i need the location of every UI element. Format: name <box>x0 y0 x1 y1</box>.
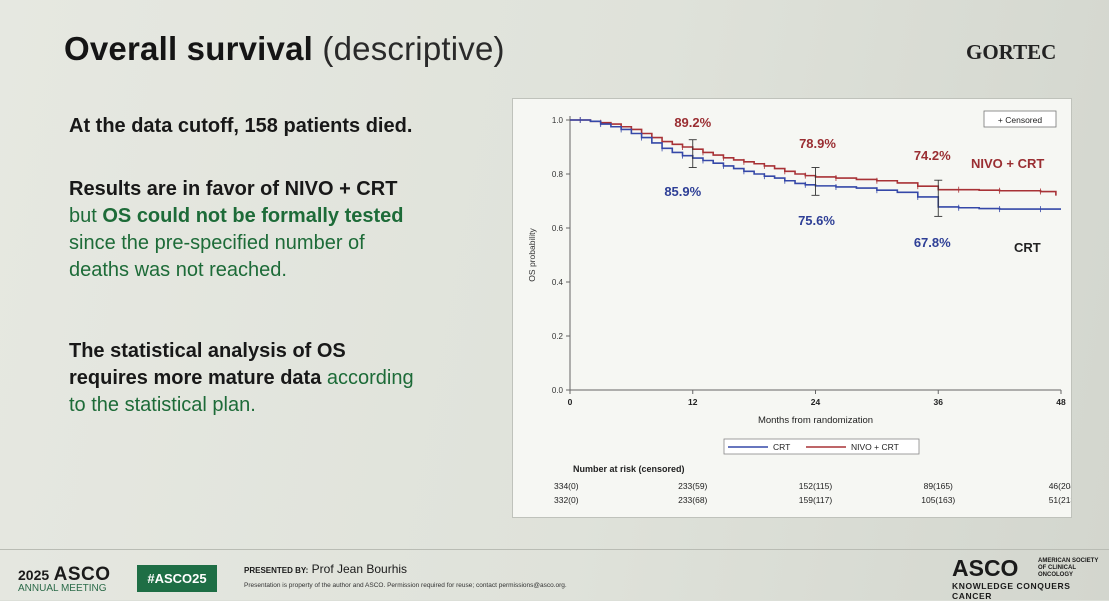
p2-line2b: OS could not be formally tested <box>102 205 404 227</box>
p2-line4: deaths was not reached. <box>69 259 287 281</box>
y-axis-label: OS probability <box>527 228 537 282</box>
risk-table-cell: 152(115) <box>799 481 833 491</box>
footer-year: 2025 <box>18 567 50 583</box>
risk-table-cell: 233(68) <box>678 495 707 505</box>
km-curve-nivo-crt <box>570 119 1057 196</box>
y-tick-label: 0.6 <box>552 224 564 233</box>
footer-divider <box>0 549 1109 550</box>
p2-line3: since the pre-specified number of <box>69 232 365 254</box>
line-1: At the data cutoff, 158 patients died. <box>69 115 413 137</box>
legend-label-nivo: NIVO + CRT <box>851 442 899 452</box>
asco-tagline: KNOWLEDGE CONQUERS CANCER <box>952 581 1071 601</box>
censored-legend-box <box>983 110 1057 128</box>
results-paragraph: Results are in favor of NIVO + CRT but O… <box>69 176 404 284</box>
risk-table-cell: 89(165) <box>924 481 953 491</box>
x-tick-label: 24 <box>811 397 821 407</box>
asco-society-logo: ASCO AMERICAN SOCIETY OF CLINICAL ONCOLO… <box>952 555 1109 601</box>
x-tick-label: 0 <box>568 397 573 407</box>
title-light: (descriptive) <box>322 30 505 67</box>
nivo-series-label: NIVO + CRT <box>971 156 1044 171</box>
x-tick-label: 12 <box>688 397 698 407</box>
hashtag-badge: #ASCO25 <box>137 565 217 592</box>
x-tick-label: 48 <box>1056 397 1066 407</box>
p2-bold: Results are in favor of NIVO + CRT <box>69 178 398 200</box>
legend-label-crt: CRT <box>773 442 790 452</box>
asco-right-text: ASCO <box>952 555 1019 581</box>
data-cutoff-text: At the data cutoff, 158 patients died. <box>69 113 412 140</box>
nivo-annotation: 78.9% <box>799 136 836 151</box>
nivo-annotation: 74.2% <box>914 148 951 163</box>
y-tick-label: 0.0 <box>552 386 564 395</box>
x-axis-label: Months from randomization <box>758 415 873 426</box>
risk-table-cell: 46(204) <box>1049 481 1071 491</box>
title-bold: Overall survival <box>64 30 314 67</box>
crt-annotation: 85.9% <box>664 184 701 199</box>
gortec-logo: GORTEC <box>966 40 1057 64</box>
asco-annual-meeting-logo: 2025 ASCO ANNUAL MEETING <box>18 564 111 594</box>
presented-by: PRESENTED BY: Prof Jean Bourhis <box>244 562 407 576</box>
crt-annotation: 75.6% <box>798 213 835 228</box>
society-name: AMERICAN SOCIETY OF CLINICAL ONCOLOGY <box>1038 558 1099 578</box>
y-tick-label: 0.2 <box>552 332 564 341</box>
footer-asco: ASCO <box>53 564 111 585</box>
risk-table-title: Number at risk (censored) <box>573 464 685 474</box>
y-tick-label: 0.4 <box>552 278 564 287</box>
analysis-paragraph: The statistical analysis of OS requires … <box>69 338 414 419</box>
risk-table-cell: 332(0) <box>554 495 579 505</box>
risk-table-cell: 51(213) <box>1049 495 1071 505</box>
crt-annotation: 67.8% <box>914 235 951 250</box>
km-chart-panel: 0.0 0.2 0.4 0.6 0.8 1.0 0 12 24 36 48 Months from r… <box>512 98 1078 518</box>
presented-label: PRESENTED BY: <box>244 566 309 575</box>
y-tick-label: 1.0 <box>552 116 564 125</box>
risk-table-cell: 233(59) <box>678 481 707 491</box>
y-tick-label: 0.8 <box>552 170 564 179</box>
disclaimer: Presentation is property of the author a… <box>244 582 567 589</box>
nivo-annotation: 89.2% <box>674 115 711 130</box>
p3-line3: to the statistical plan. <box>69 394 256 416</box>
risk-table-cell: 334(0) <box>554 481 579 491</box>
p3-line2b: according <box>326 367 414 389</box>
crt-series-label: CRT <box>1014 240 1041 255</box>
censored-legend-label: + Censored <box>998 115 1042 125</box>
p2-line2a: but <box>69 205 103 227</box>
x-tick-label: 36 <box>934 397 944 407</box>
km-chart: 0.0 0.2 0.4 0.6 0.8 1.0 0 12 24 36 48 Months from r… <box>527 110 1078 505</box>
slide-title: Overall survival (descriptive) <box>64 30 505 68</box>
presenter-name: Prof Jean Bourhis <box>311 562 408 576</box>
p3-line1: The statistical analysis of OS <box>69 340 346 362</box>
risk-table-cell: 105(163) <box>921 495 955 505</box>
footer-meeting: ANNUAL MEETING <box>18 583 107 594</box>
risk-table-cell: 159(117) <box>799 495 833 505</box>
p3-line2a: requires more mature data <box>69 367 327 389</box>
